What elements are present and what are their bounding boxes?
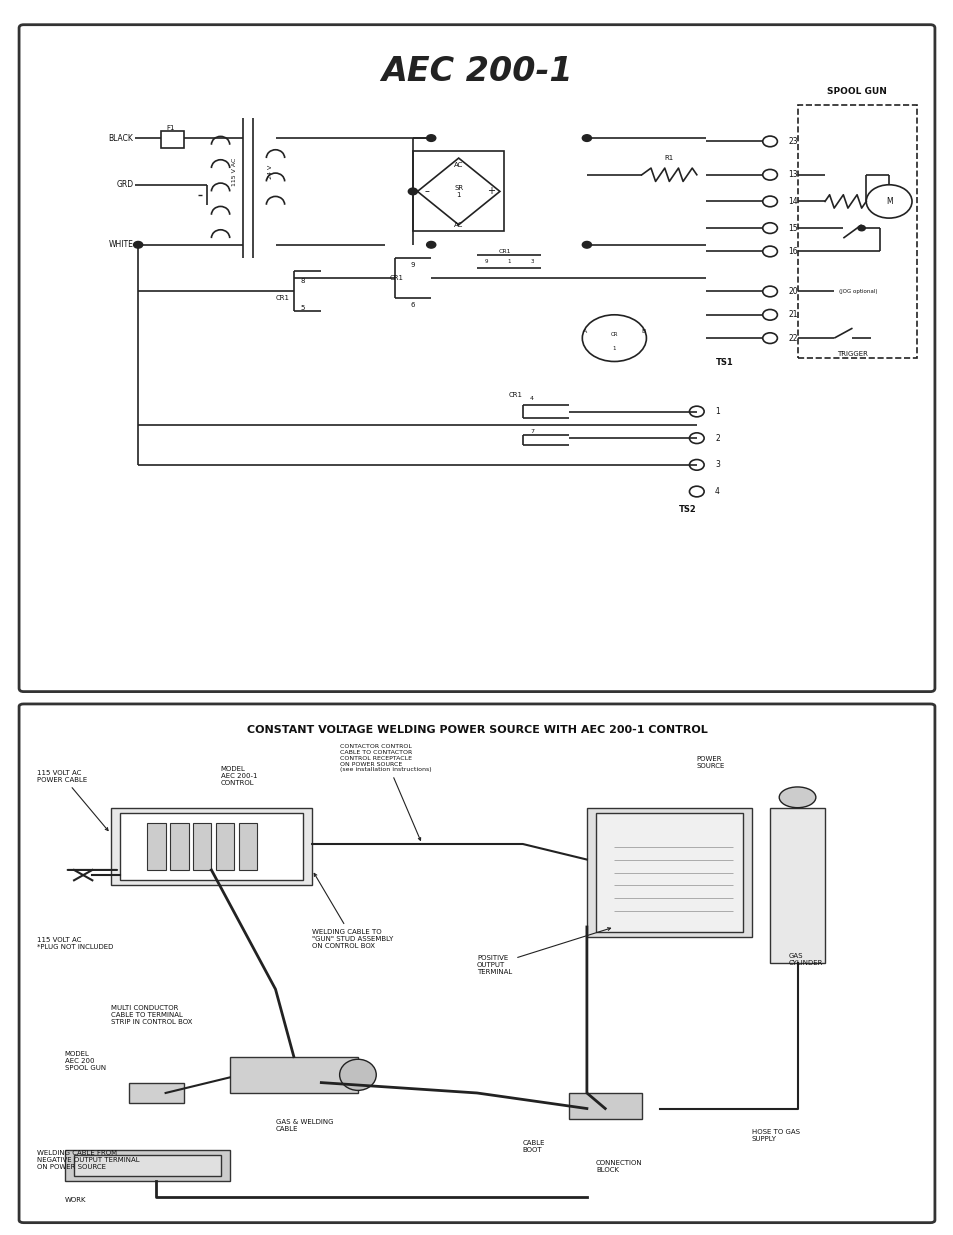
Text: B: B — [641, 329, 645, 333]
Text: 115 VOLT AC
*PLUG NOT INCLUDED: 115 VOLT AC *PLUG NOT INCLUDED — [37, 937, 113, 951]
Text: MODEL
AEC 200-1
CONTROL: MODEL AEC 200-1 CONTROL — [220, 766, 256, 787]
Text: WHITE: WHITE — [109, 241, 133, 249]
Text: WELDING CABLE FROM
NEGATIVE OUTPUT TERMINAL
ON POWER SOURCE: WELDING CABLE FROM NEGATIVE OUTPUT TERMI… — [37, 1150, 140, 1170]
Text: TS2: TS2 — [678, 505, 696, 514]
Text: MODEL
AEC 200
SPOOL GUN: MODEL AEC 200 SPOOL GUN — [65, 1051, 106, 1072]
Circle shape — [408, 188, 417, 195]
FancyBboxPatch shape — [413, 152, 504, 231]
Text: 9: 9 — [410, 262, 415, 268]
FancyBboxPatch shape — [65, 1150, 230, 1181]
Circle shape — [779, 787, 815, 808]
FancyBboxPatch shape — [193, 824, 212, 869]
Circle shape — [426, 242, 436, 248]
Text: 22: 22 — [787, 333, 797, 342]
Text: 24 V: 24 V — [268, 164, 274, 179]
Text: GRD: GRD — [116, 180, 133, 189]
Text: 8: 8 — [300, 278, 305, 284]
Text: 16: 16 — [787, 247, 797, 256]
Text: 9: 9 — [484, 259, 487, 264]
FancyBboxPatch shape — [147, 824, 166, 869]
Circle shape — [133, 242, 143, 248]
FancyBboxPatch shape — [74, 1155, 220, 1176]
Text: 1: 1 — [612, 346, 616, 351]
Text: GAS
CYLINDER: GAS CYLINDER — [787, 953, 821, 966]
Text: SR
1: SR 1 — [454, 185, 463, 198]
Text: 115 VOLT AC
POWER CABLE: 115 VOLT AC POWER CABLE — [37, 769, 108, 831]
Text: AC: AC — [454, 222, 463, 227]
Text: CR1: CR1 — [275, 295, 289, 301]
Text: 4: 4 — [530, 395, 534, 400]
Text: CR1: CR1 — [390, 275, 403, 282]
Text: CONNECTION
BLOCK: CONNECTION BLOCK — [596, 1161, 642, 1173]
Text: +: + — [486, 186, 495, 196]
Text: BLACK: BLACK — [109, 133, 133, 142]
FancyBboxPatch shape — [170, 824, 189, 869]
Text: TS1: TS1 — [715, 358, 733, 367]
Text: –: – — [424, 186, 429, 196]
Text: SPOOL GUN: SPOOL GUN — [826, 86, 886, 96]
Text: GAS & WELDING
CABLE: GAS & WELDING CABLE — [275, 1119, 333, 1132]
Text: 20: 20 — [787, 287, 797, 296]
Circle shape — [581, 242, 591, 248]
Text: (JOG optional): (JOG optional) — [838, 289, 877, 294]
FancyBboxPatch shape — [19, 704, 934, 1223]
Text: 14: 14 — [787, 196, 797, 206]
Text: MULTI CONDUCTOR
CABLE TO TERMINAL
STRIP IN CONTROL BOX: MULTI CONDUCTOR CABLE TO TERMINAL STRIP … — [111, 1005, 192, 1025]
Text: 21: 21 — [787, 310, 797, 320]
Text: 13: 13 — [787, 170, 797, 179]
Text: 115 V AC: 115 V AC — [232, 157, 236, 185]
Text: R1: R1 — [664, 156, 673, 162]
Text: M: M — [885, 196, 891, 206]
Text: A: A — [582, 329, 586, 333]
Text: CR1: CR1 — [497, 249, 510, 254]
Text: 2: 2 — [715, 433, 720, 442]
Text: POSITIVE
OUTPUT
TERMINAL: POSITIVE OUTPUT TERMINAL — [476, 927, 610, 974]
Text: 6: 6 — [410, 301, 415, 308]
FancyBboxPatch shape — [120, 813, 303, 881]
FancyBboxPatch shape — [129, 1083, 184, 1103]
Text: 15: 15 — [787, 224, 797, 232]
FancyBboxPatch shape — [596, 813, 741, 932]
Circle shape — [581, 135, 591, 142]
FancyBboxPatch shape — [111, 808, 312, 885]
Text: TRIGGER: TRIGGER — [836, 352, 867, 357]
Ellipse shape — [339, 1060, 375, 1091]
Text: 3: 3 — [715, 461, 720, 469]
Text: WELDING CABLE TO
"GUN" STUD ASSEMBLY
ON CONTROL BOX: WELDING CABLE TO "GUN" STUD ASSEMBLY ON … — [312, 873, 393, 948]
Text: F1: F1 — [166, 125, 174, 131]
Text: CR1: CR1 — [508, 391, 522, 398]
Text: AC: AC — [454, 162, 463, 168]
Text: 4: 4 — [715, 487, 720, 496]
Text: 5: 5 — [300, 305, 305, 311]
FancyBboxPatch shape — [230, 1057, 357, 1093]
FancyBboxPatch shape — [586, 808, 751, 937]
Text: 1: 1 — [507, 259, 510, 264]
FancyBboxPatch shape — [215, 824, 234, 869]
Circle shape — [857, 226, 864, 231]
Text: 3: 3 — [530, 259, 533, 264]
Text: WORK: WORK — [65, 1197, 87, 1203]
FancyBboxPatch shape — [769, 808, 824, 963]
FancyBboxPatch shape — [19, 25, 934, 692]
FancyBboxPatch shape — [161, 131, 184, 148]
FancyBboxPatch shape — [797, 105, 916, 358]
Text: 23: 23 — [787, 137, 797, 146]
FancyBboxPatch shape — [568, 1093, 641, 1119]
Text: CABLE
BOOT: CABLE BOOT — [522, 1140, 545, 1152]
Circle shape — [426, 135, 436, 142]
Text: POWER
SOURCE: POWER SOURCE — [696, 756, 724, 769]
Text: CONSTANT VOLTAGE WELDING POWER SOURCE WITH AEC 200-1 CONTROL: CONSTANT VOLTAGE WELDING POWER SOURCE WI… — [247, 725, 706, 735]
FancyBboxPatch shape — [238, 824, 257, 869]
Text: 7: 7 — [530, 429, 534, 433]
Text: 1: 1 — [715, 408, 720, 416]
Text: CR: CR — [610, 332, 618, 337]
Text: HOSE TO GAS
SUPPLY: HOSE TO GAS SUPPLY — [751, 1129, 799, 1142]
Text: CONTACTOR CONTROL
CABLE TO CONTACTOR
CONTROL RECEPTACLE
ON POWER SOURCE
(see ins: CONTACTOR CONTROL CABLE TO CONTACTOR CON… — [339, 745, 431, 840]
Text: AEC 200-1: AEC 200-1 — [381, 54, 572, 88]
